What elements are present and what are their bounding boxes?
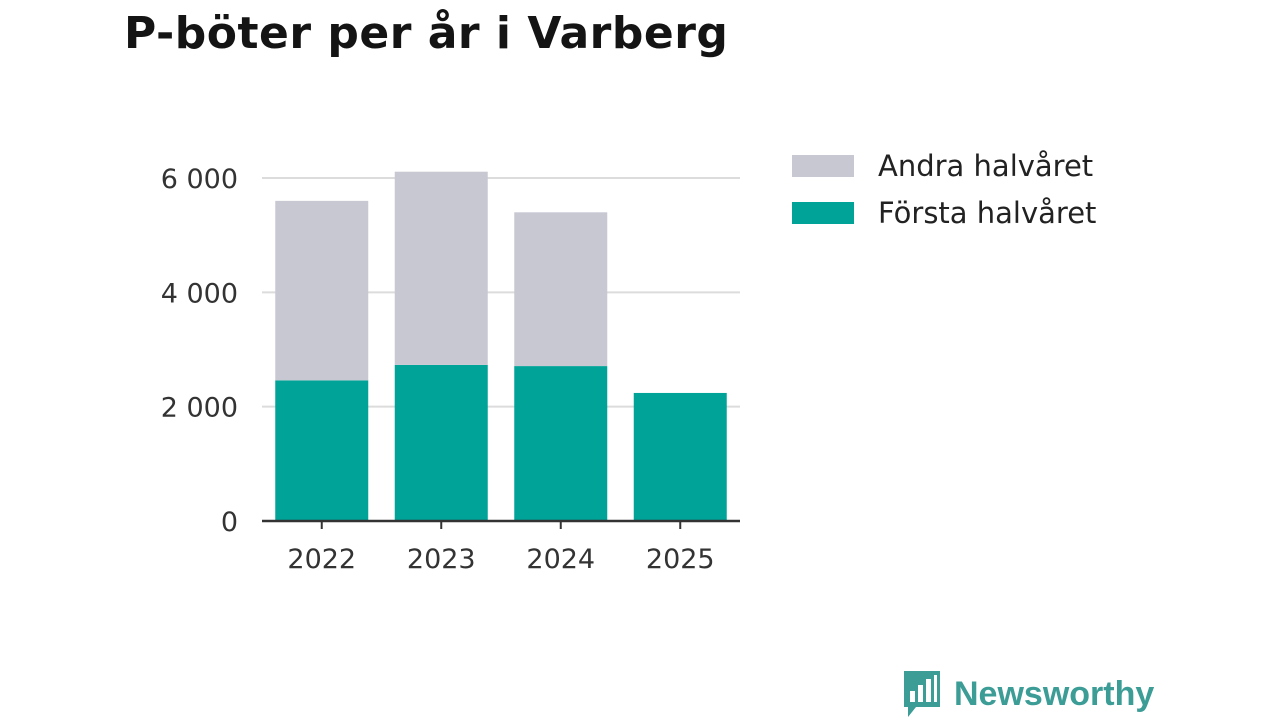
- y-tick-label: 6 000: [161, 164, 238, 195]
- brand-name: Newsworthy: [954, 674, 1155, 713]
- legend-swatch: [792, 155, 854, 177]
- y-tick-label: 0: [221, 507, 238, 538]
- legend-label: Andra halvåret: [878, 149, 1093, 183]
- y-axis-tick-labels: 0 2 000 4 000 6 000: [161, 164, 238, 538]
- x-tick-label: 2023: [407, 544, 476, 575]
- x-axis-tick-labels: 2022 2023 2024 2025: [287, 544, 714, 575]
- bar-2024-forsta: [514, 366, 608, 521]
- x-tick-label: 2024: [526, 544, 595, 575]
- bar-2023-andra: [394, 171, 488, 365]
- newsworthy-logo: Newsworthy: [902, 668, 1154, 720]
- bar-2022-andra: [275, 200, 369, 381]
- x-axis: [262, 519, 740, 529]
- bar-2022-forsta: [275, 380, 369, 521]
- legend-label: Första halvåret: [878, 196, 1096, 230]
- bars: [275, 171, 727, 521]
- bar-2025-forsta: [633, 392, 727, 521]
- chart-title: P-böter per år i Varberg: [124, 8, 729, 59]
- y-tick-label: 4 000: [161, 278, 238, 309]
- bar-chart-speech-bubble-icon: [904, 671, 940, 717]
- bar-2023-forsta: [394, 364, 488, 521]
- x-tick-label: 2025: [646, 544, 715, 575]
- y-tick-label: 2 000: [161, 393, 238, 424]
- bar-2024-andra: [514, 212, 608, 367]
- x-tick-label: 2022: [287, 544, 356, 575]
- legend-swatch: [792, 202, 854, 224]
- legend: Andra halvåret Första halvåret: [792, 149, 1096, 230]
